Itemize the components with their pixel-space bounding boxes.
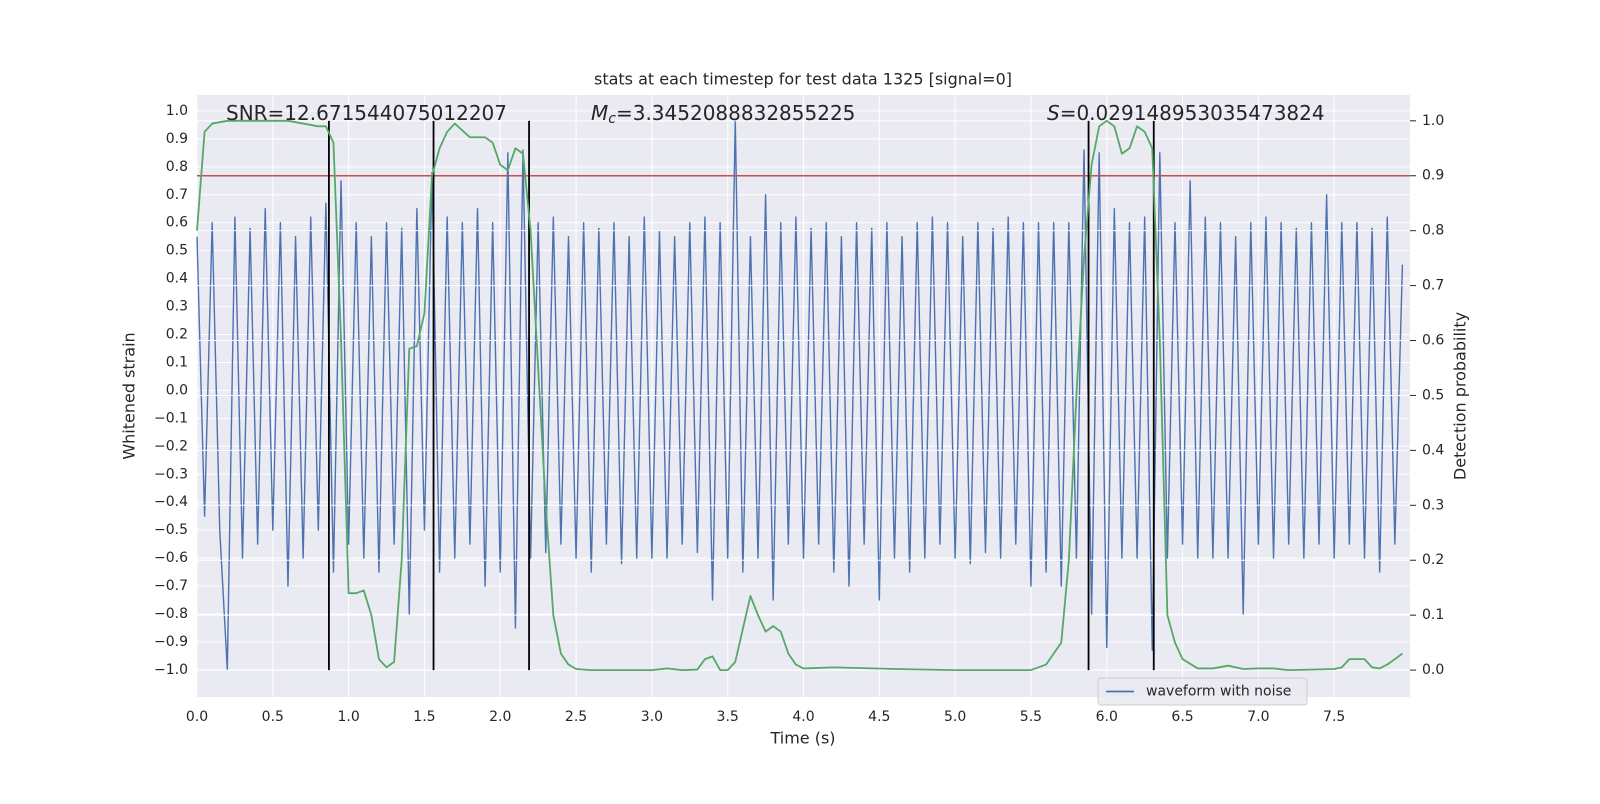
y-tick-label: −1.0 xyxy=(154,662,188,678)
x-tick-label: 2.5 xyxy=(565,709,587,725)
y2-tick-label: 0.3 xyxy=(1422,497,1444,513)
x-tick-label: 4.0 xyxy=(792,709,814,725)
x-tick-label: 3.5 xyxy=(717,709,739,725)
y-tick-label: 0.1 xyxy=(166,354,188,370)
x-tick-label: 3.0 xyxy=(641,709,663,725)
y-tick-label: 0.3 xyxy=(166,299,188,315)
x-tick-label: 6.0 xyxy=(1096,709,1118,725)
x-tick-label: 6.5 xyxy=(1171,709,1193,725)
annotation-text: =0.029148953035473824 xyxy=(1060,101,1325,125)
x-tick-label: 1.5 xyxy=(413,709,435,725)
x-tick-label: 5.0 xyxy=(944,709,966,725)
x-tick-label: 4.5 xyxy=(868,709,890,725)
y-axis-label: Whitened strain xyxy=(120,332,139,459)
x-tick-label: 7.0 xyxy=(1247,709,1269,725)
x-tick-label: 1.0 xyxy=(337,709,359,725)
y2-tick-label: 1.0 xyxy=(1422,113,1444,129)
y-tick-label: −0.7 xyxy=(154,578,188,594)
y2-axis-label: Detection probability xyxy=(1451,312,1470,480)
series-line xyxy=(196,118,1404,671)
y-tick-label: 0.7 xyxy=(166,187,188,203)
annotation: S=0.029148953035473824 xyxy=(1047,101,1325,125)
y-tick-label: 0.8 xyxy=(166,159,188,175)
annotation-symbol: M xyxy=(591,101,608,125)
y-tick-label: 0.5 xyxy=(166,243,188,259)
y2-tick-label: 0.1 xyxy=(1422,607,1444,623)
y2-tick-label: 0.7 xyxy=(1422,278,1444,294)
legend-label: waveform with noise xyxy=(1146,684,1291,700)
x-tick-label: 0.5 xyxy=(262,709,284,725)
annotation: SNR=12.671544075012207 xyxy=(226,101,507,125)
annotation-symbol: S xyxy=(1047,101,1060,125)
y-tick-label: −0.9 xyxy=(154,634,188,650)
y-tick-label: 1.0 xyxy=(166,103,188,119)
y2-tick-label: 0.2 xyxy=(1422,552,1444,568)
y2-tick-label: 0.4 xyxy=(1422,442,1444,458)
y-tick-label: −0.5 xyxy=(154,522,188,538)
y2-tick-label: 0.8 xyxy=(1422,223,1444,239)
x-tick-label: 7.5 xyxy=(1323,709,1345,725)
y-tick-label: 0.4 xyxy=(166,271,188,287)
y-tick-label: −0.2 xyxy=(154,438,188,454)
y2-tick-label: 0.9 xyxy=(1422,168,1444,184)
y-tick-label: 0.2 xyxy=(166,327,188,343)
y-tick-label: −0.4 xyxy=(154,494,188,510)
y-tick-label: 0.9 xyxy=(166,131,188,147)
y-tick-label: −0.6 xyxy=(154,550,188,566)
y-tick-label: −0.8 xyxy=(154,606,188,622)
y-tick-label: 0.0 xyxy=(166,382,188,398)
x-tick-label: 2.0 xyxy=(489,709,511,725)
annotation-subscript: c xyxy=(608,111,616,127)
y-tick-label: 0.6 xyxy=(166,215,188,231)
y2-tick-label: 0.6 xyxy=(1422,333,1444,349)
x-tick-label: 0.0 xyxy=(186,709,208,725)
annotation-text: SNR=12.671544075012207 xyxy=(226,101,507,125)
series-line xyxy=(196,119,1403,671)
chart-title: stats at each timestep for test data 132… xyxy=(594,70,1012,89)
y2-tick-label: 0.5 xyxy=(1422,387,1444,403)
x-tick-label: 5.5 xyxy=(1020,709,1042,725)
y-tick-label: −0.1 xyxy=(154,410,188,426)
x-axis-label: Time (s) xyxy=(769,729,835,748)
y-tick-label: −0.3 xyxy=(154,466,188,482)
annotation-text: =3.3452088832855225 xyxy=(616,101,855,125)
legend-box xyxy=(1097,677,1308,706)
y2-tick-label: 0.0 xyxy=(1422,662,1444,678)
annotation: Mc=3.3452088832855225 xyxy=(591,101,855,128)
